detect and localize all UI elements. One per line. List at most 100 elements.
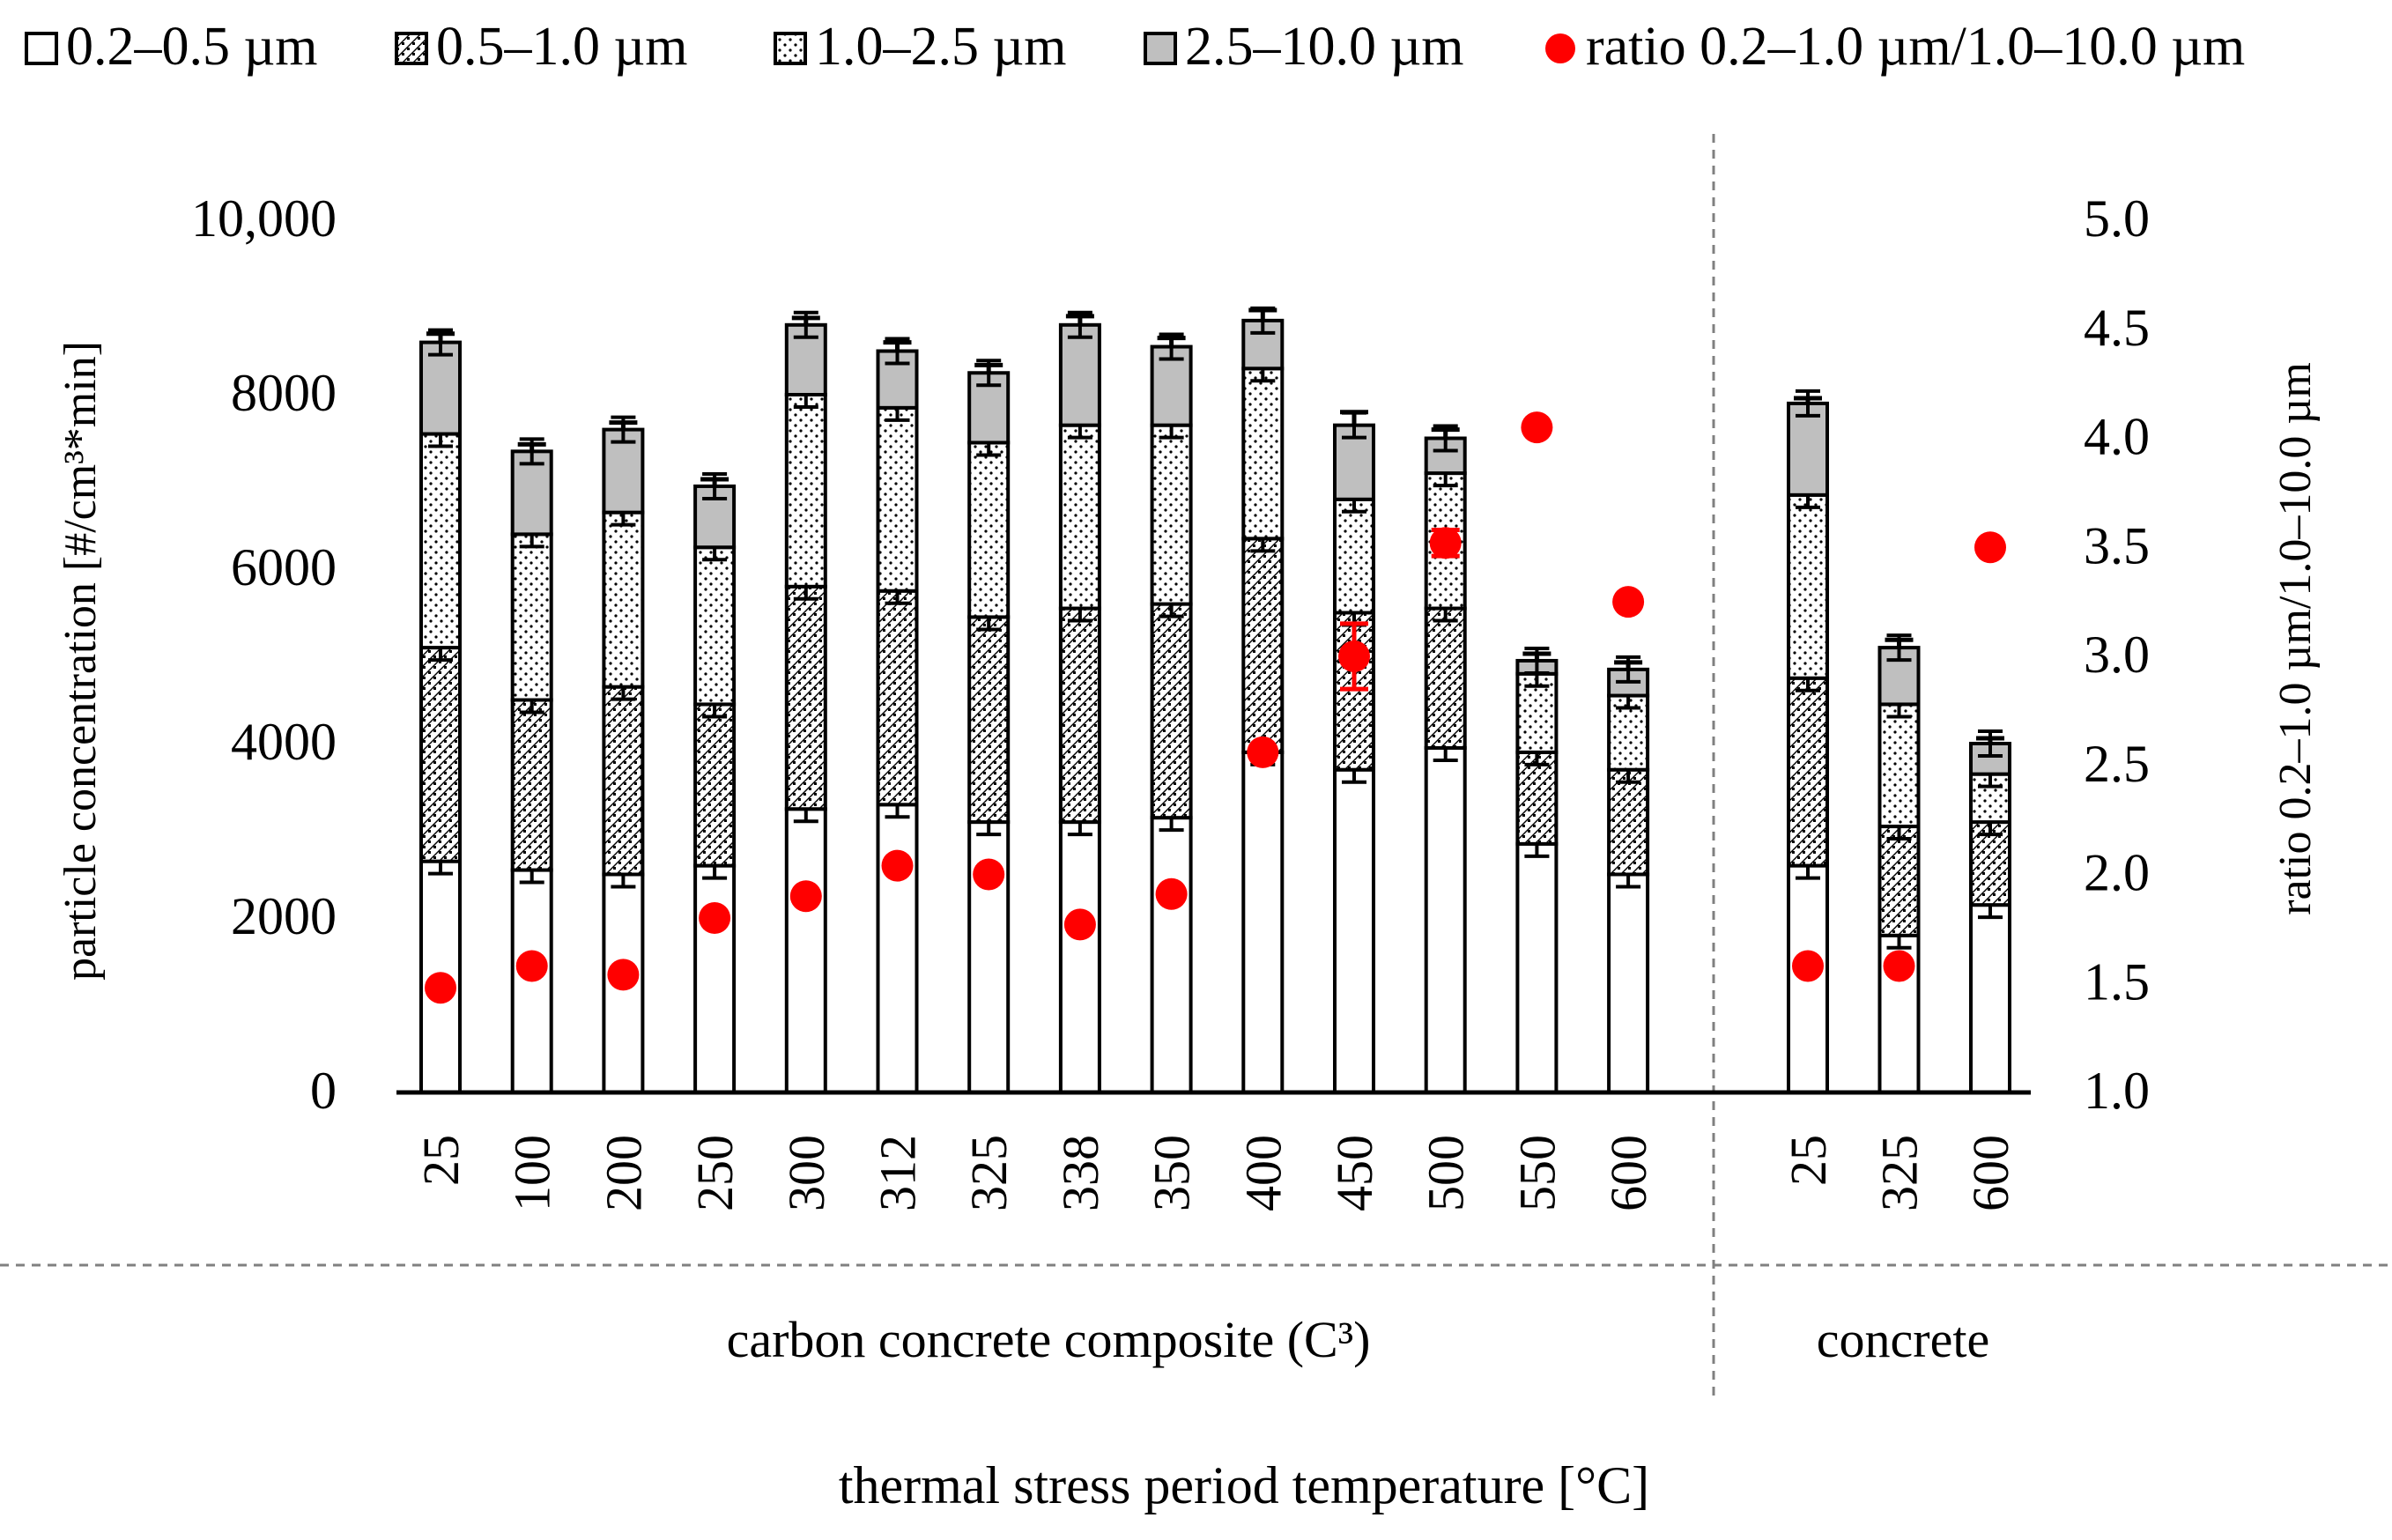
error-bar	[1522, 651, 1551, 661]
bar-stack	[1877, 633, 1921, 1095]
bar-stack	[510, 437, 553, 1094]
error-bar	[517, 441, 546, 452]
bar-segment	[693, 863, 737, 1094]
ratio-point	[1883, 950, 1915, 982]
ratio-point	[1338, 640, 1370, 672]
x-tick-label: 550	[1508, 1135, 1566, 1211]
y-right-tick-label: 3.0	[2084, 626, 2150, 684]
bar-segment	[693, 545, 737, 707]
legend-item: 0.2–0.5 µm	[25, 17, 317, 77]
x-tick-label: 200	[595, 1135, 652, 1211]
y-right-tick-label: 2.5	[2084, 735, 2150, 793]
bar-segment	[1241, 366, 1285, 541]
bar-segment	[967, 615, 1011, 825]
bar-stack	[1333, 410, 1375, 1094]
y-right-tick-label: 5.0	[2084, 189, 2150, 248]
bar-segment	[876, 803, 919, 1094]
bar-segment	[1877, 702, 1921, 829]
bar-stack	[1058, 310, 1101, 1094]
bar-segment	[1515, 841, 1559, 1094]
ratio-point	[1974, 531, 2006, 564]
x-tick-label: 600	[1600, 1135, 1657, 1211]
error-bar	[883, 340, 912, 352]
bar-segment	[419, 646, 462, 863]
bar-segment	[1333, 767, 1375, 1094]
y-right-tick-label: 1.0	[2084, 1062, 2150, 1120]
ratio-point	[425, 972, 456, 1004]
legend-swatch	[395, 32, 428, 65]
bar-segment	[1877, 825, 1921, 937]
group-label-concrete: concrete	[1817, 1311, 1989, 1368]
legend-swatch	[25, 32, 58, 65]
bar-segment	[602, 685, 645, 877]
legend-swatch	[1545, 33, 1575, 63]
bar-stack	[876, 337, 919, 1094]
bar-segment	[784, 393, 827, 589]
ratio-point	[1521, 411, 1553, 444]
x-tick-label: 25	[412, 1135, 470, 1186]
error-bar	[1065, 314, 1094, 325]
error-bar	[1431, 427, 1460, 439]
legend-label: ratio 0.2–1.0 µm/1.0–10.0 µm	[1586, 17, 2245, 77]
y-right-tick-label: 2.0	[2084, 844, 2150, 902]
y-left-tick-label: 4000	[231, 713, 337, 771]
legend-swatch	[774, 32, 807, 65]
error-bar	[426, 331, 455, 343]
legend: 0.2–0.5 µm 0.5–1.0 µm 1.0–2.5 µm 2.5–10.0 µ…	[25, 17, 2245, 77]
legend-item: 1.0–2.5 µm	[774, 17, 1066, 77]
bar-stack	[1969, 729, 2011, 1095]
bar-segment	[1150, 423, 1193, 606]
bar-stack	[1515, 646, 1559, 1094]
x-tick-label: 250	[686, 1135, 744, 1211]
x-tick-label: 600	[1962, 1135, 2019, 1211]
bar-stack	[1607, 655, 1650, 1094]
group-label-c3: carbon concrete composite (C³)	[727, 1311, 1371, 1368]
bar-stack	[1241, 306, 1285, 1095]
bar-segment	[602, 510, 645, 689]
bar-stack	[967, 359, 1011, 1094]
y-left-tick-label: 6000	[231, 538, 337, 596]
error-bar	[1157, 336, 1186, 347]
legend-swatch	[1144, 32, 1177, 65]
bar-stack	[1787, 389, 1829, 1094]
bar-stack	[693, 471, 737, 1094]
bar-segment	[510, 532, 553, 702]
bar-segment	[419, 340, 462, 436]
x-tick-label: 338	[1052, 1135, 1109, 1211]
legend-item: 0.5–1.0 µm	[395, 17, 687, 77]
x-tick-label: 25	[1780, 1135, 1837, 1186]
bar-segment	[1058, 322, 1101, 427]
error-bar	[609, 420, 638, 430]
error-bar	[1976, 736, 2004, 744]
bar-segment	[1424, 606, 1467, 750]
bar-segment	[1241, 537, 1285, 754]
ratio-point	[607, 959, 640, 991]
ratio-point	[699, 902, 731, 934]
error-bar	[1340, 410, 1368, 426]
bar-segment	[419, 432, 462, 650]
ratio-point	[1612, 586, 1645, 618]
bar-segment	[1607, 872, 1650, 1094]
bar-segment	[510, 698, 553, 872]
bar-segment	[1787, 676, 1829, 868]
ratio-point	[1063, 908, 1096, 941]
bar-segment	[1058, 423, 1101, 611]
legend-item: 2.5–10.0 µm	[1144, 17, 1463, 77]
y-right-tick-label: 4.5	[2084, 299, 2150, 357]
bar-segment	[1150, 816, 1193, 1095]
y-left-tick-label: 8000	[231, 364, 337, 422]
x-tick-label: 350	[1144, 1135, 1201, 1211]
ratio-point	[881, 849, 914, 882]
error-bar	[974, 362, 1003, 374]
legend-item: ratio 0.2–1.0 µm/1.0–10.0 µm	[1545, 17, 2245, 77]
plot-area: 0 2000 4000 6000 8000 10,000 1.0 1.5 2.0 2.5 3.0 3.…	[0, 134, 2392, 1401]
bar-segment	[1058, 606, 1101, 825]
x-tick-label: 325	[960, 1135, 1018, 1211]
error-bar	[700, 477, 729, 486]
ratio-point	[789, 880, 822, 913]
ratio-point	[1155, 877, 1188, 910]
legend-label: 1.0–2.5 µm	[815, 17, 1066, 77]
y-right-tick-label: 4.0	[2084, 408, 2150, 466]
bar-segment	[1333, 497, 1375, 615]
